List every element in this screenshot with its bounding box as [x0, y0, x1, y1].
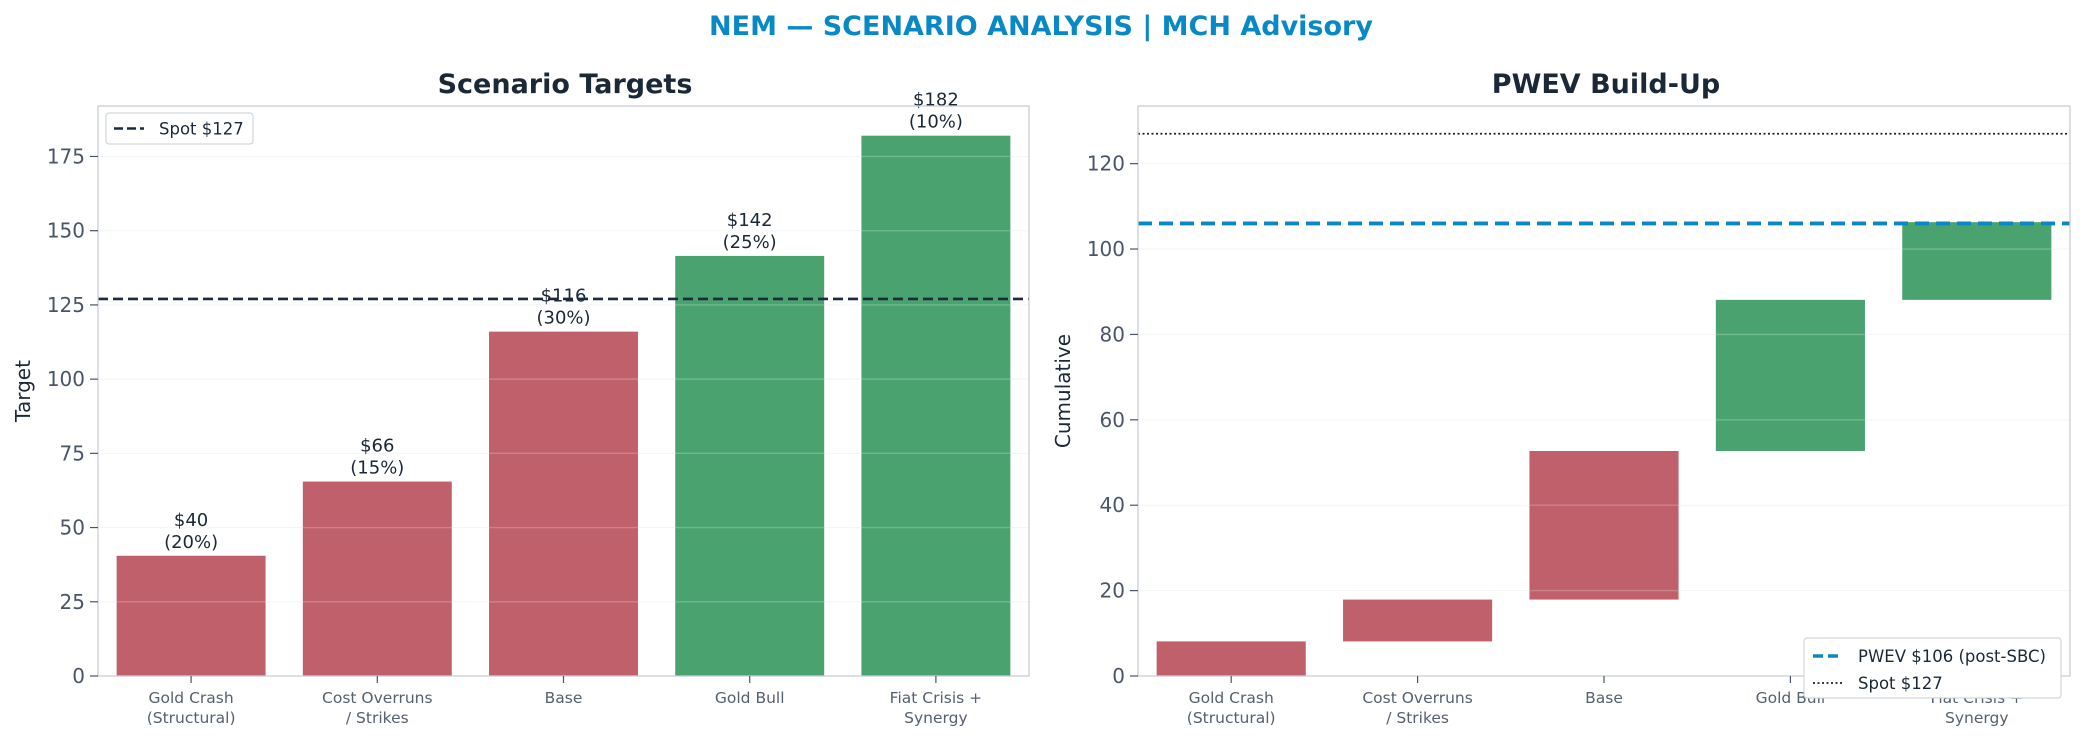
scenario-targets-panel: Scenario Targets Target $40 (20%) $66 (15%)…: [11, 69, 1030, 727]
value-label-fiat-crisis-synergy-line-2: (10%): [909, 112, 963, 133]
pwev-buildup-title: PWEV Build-Up: [1492, 69, 1720, 100]
scenario-targets-legend: Spot $127: [105, 112, 254, 145]
ytick-label-50: 50: [60, 516, 85, 540]
ytick-label-80: 80: [1100, 322, 1125, 346]
scenario-targets-xticks: Gold Crash (Structural) Cost Overruns / Str…: [147, 676, 982, 727]
waterfall-bar-gold-bull: [1715, 299, 1865, 451]
value-label-cost-overruns-strikes-line-1: $66: [360, 436, 394, 457]
bar-base: [489, 331, 638, 676]
waterfall-bar-gold-crash-structural: [1156, 641, 1306, 676]
ytick-label-0: 0: [72, 664, 85, 688]
legend-spot-label-right: Spot $127: [1858, 674, 1943, 693]
xtick-label-cost-overruns-strikes-line-1: Cost Overruns: [322, 689, 433, 707]
xtick-label-gold-crash-structural: Gold Crash (Structural): [1187, 689, 1276, 727]
value-label-gold-crash-structural-line-2: (20%): [164, 532, 218, 553]
ytick-label-150: 150: [47, 219, 85, 243]
pwev-buildup-panel: PWEV Build-Up Cumulative 0 20 40 60 80 100 120…: [1051, 69, 2071, 727]
value-label-cost-overruns-strikes: $66 (15%): [350, 436, 404, 479]
ytick-label-40: 40: [1100, 493, 1125, 517]
xtick-label-cost-overruns-strikes-line-2: / Strikes: [1386, 709, 1449, 727]
scenario-targets-title: Scenario Targets: [438, 69, 693, 100]
scenario-targets-bars: [98, 135, 1029, 676]
legend-spot-label: Spot $127: [159, 120, 244, 139]
waterfall-bar-fiat-crisis-synergy: [1902, 222, 2052, 300]
value-label-gold-crash-structural-line-1: $40: [174, 510, 208, 531]
xtick-label-fiat-crisis-synergy: Fiat Crisis + Synergy: [890, 689, 982, 727]
pwev-buildup-ylabel: Cumulative: [1051, 334, 1075, 448]
ytick-label-0: 0: [1112, 664, 1125, 688]
xtick-label-base: Base: [545, 689, 583, 707]
scenario-targets-yticks: 0 25 50 75 100 125 150 175: [47, 144, 98, 688]
value-label-gold-bull-line-1: $142: [727, 210, 773, 231]
xtick-label-gold-crash-structural-line-1: Gold Crash: [149, 689, 234, 707]
ytick-label-175: 175: [47, 144, 85, 168]
xtick-label-gold-crash-structural-line-1: Gold Crash: [1189, 689, 1274, 707]
value-label-fiat-crisis-synergy: $182 (10%): [909, 90, 963, 133]
bar-gold-bull: [675, 255, 825, 676]
value-label-base: $116 (30%): [536, 286, 590, 329]
ytick-label-100: 100: [1087, 237, 1125, 261]
ytick-label-100: 100: [47, 367, 85, 391]
waterfall-bar-cost-overruns-strikes: [1343, 599, 1493, 642]
ytick-label-20: 20: [1100, 579, 1125, 603]
xtick-label-fiat-crisis-synergy-line-2: Synergy: [904, 709, 967, 727]
xtick-label-gold-bull-line-1: Gold Bull: [715, 689, 785, 707]
ytick-label-60: 60: [1100, 408, 1125, 432]
pwev-buildup-legend: PWEV $106 (post-SBC) Spot $127: [1803, 637, 2062, 699]
legend-pwev-label: PWEV $106 (post-SBC): [1858, 647, 2046, 666]
ytick-label-25: 25: [60, 590, 85, 614]
xtick-label-gold-crash-structural-line-2: (Structural): [147, 709, 236, 727]
xtick-label-gold-crash-structural-line-2: (Structural): [1187, 709, 1276, 727]
bar-gold-crash-structural: [116, 555, 266, 676]
ytick-label-120: 120: [1087, 152, 1125, 176]
pwev-buildup-legend-box: [1803, 637, 2062, 699]
waterfall-bar-base: [1529, 450, 1679, 600]
xtick-label-cost-overruns-strikes-line-2: / Strikes: [346, 709, 409, 727]
value-label-gold-bull-line-2: (25%): [723, 232, 777, 253]
bar-cost-overruns-strikes: [302, 481, 452, 676]
xtick-label-fiat-crisis-synergy-line-1: Fiat Crisis +: [890, 689, 982, 707]
xtick-label-cost-overruns-strikes-line-1: Cost Overruns: [1362, 689, 1473, 707]
ytick-label-75: 75: [60, 441, 85, 465]
value-label-cost-overruns-strikes-line-2: (15%): [350, 458, 404, 479]
figure-suptitle: NEM — SCENARIO ANALYSIS | MCH Advisory: [709, 11, 1373, 42]
xtick-label-cost-overruns-strikes: Cost Overruns / Strikes: [322, 689, 433, 727]
xtick-label-gold-crash-structural: Gold Crash (Structural): [147, 689, 236, 727]
value-label-fiat-crisis-synergy-line-1: $182: [913, 90, 959, 111]
pwev-buildup-yticks: 0 20 40 60 80 100 120: [1087, 152, 1138, 688]
xtick-label-base-line-1: Base: [1585, 689, 1623, 707]
value-label-base-line-1: $116: [541, 286, 587, 307]
scenario-targets-legend-box: [105, 112, 254, 145]
pwev-buildup-bars: [1138, 162, 2070, 676]
xtick-label-base: Base: [1585, 689, 1623, 707]
xtick-label-gold-bull: Gold Bull: [715, 689, 785, 707]
scenario-targets-ylabel: Target: [11, 360, 35, 423]
xtick-label-cost-overruns-strikes: Cost Overruns / Strikes: [1362, 689, 1473, 727]
bar-fiat-crisis-synergy: [861, 135, 1011, 676]
ytick-label-125: 125: [47, 293, 85, 317]
value-label-gold-crash-structural: $40 (20%): [164, 510, 218, 553]
value-label-base-line-2: (30%): [536, 308, 590, 329]
xtick-label-fiat-crisis-synergy-line-2: Synergy: [1945, 709, 2008, 727]
value-label-gold-bull: $142 (25%): [723, 210, 777, 253]
xtick-label-base-line-1: Base: [545, 689, 583, 707]
